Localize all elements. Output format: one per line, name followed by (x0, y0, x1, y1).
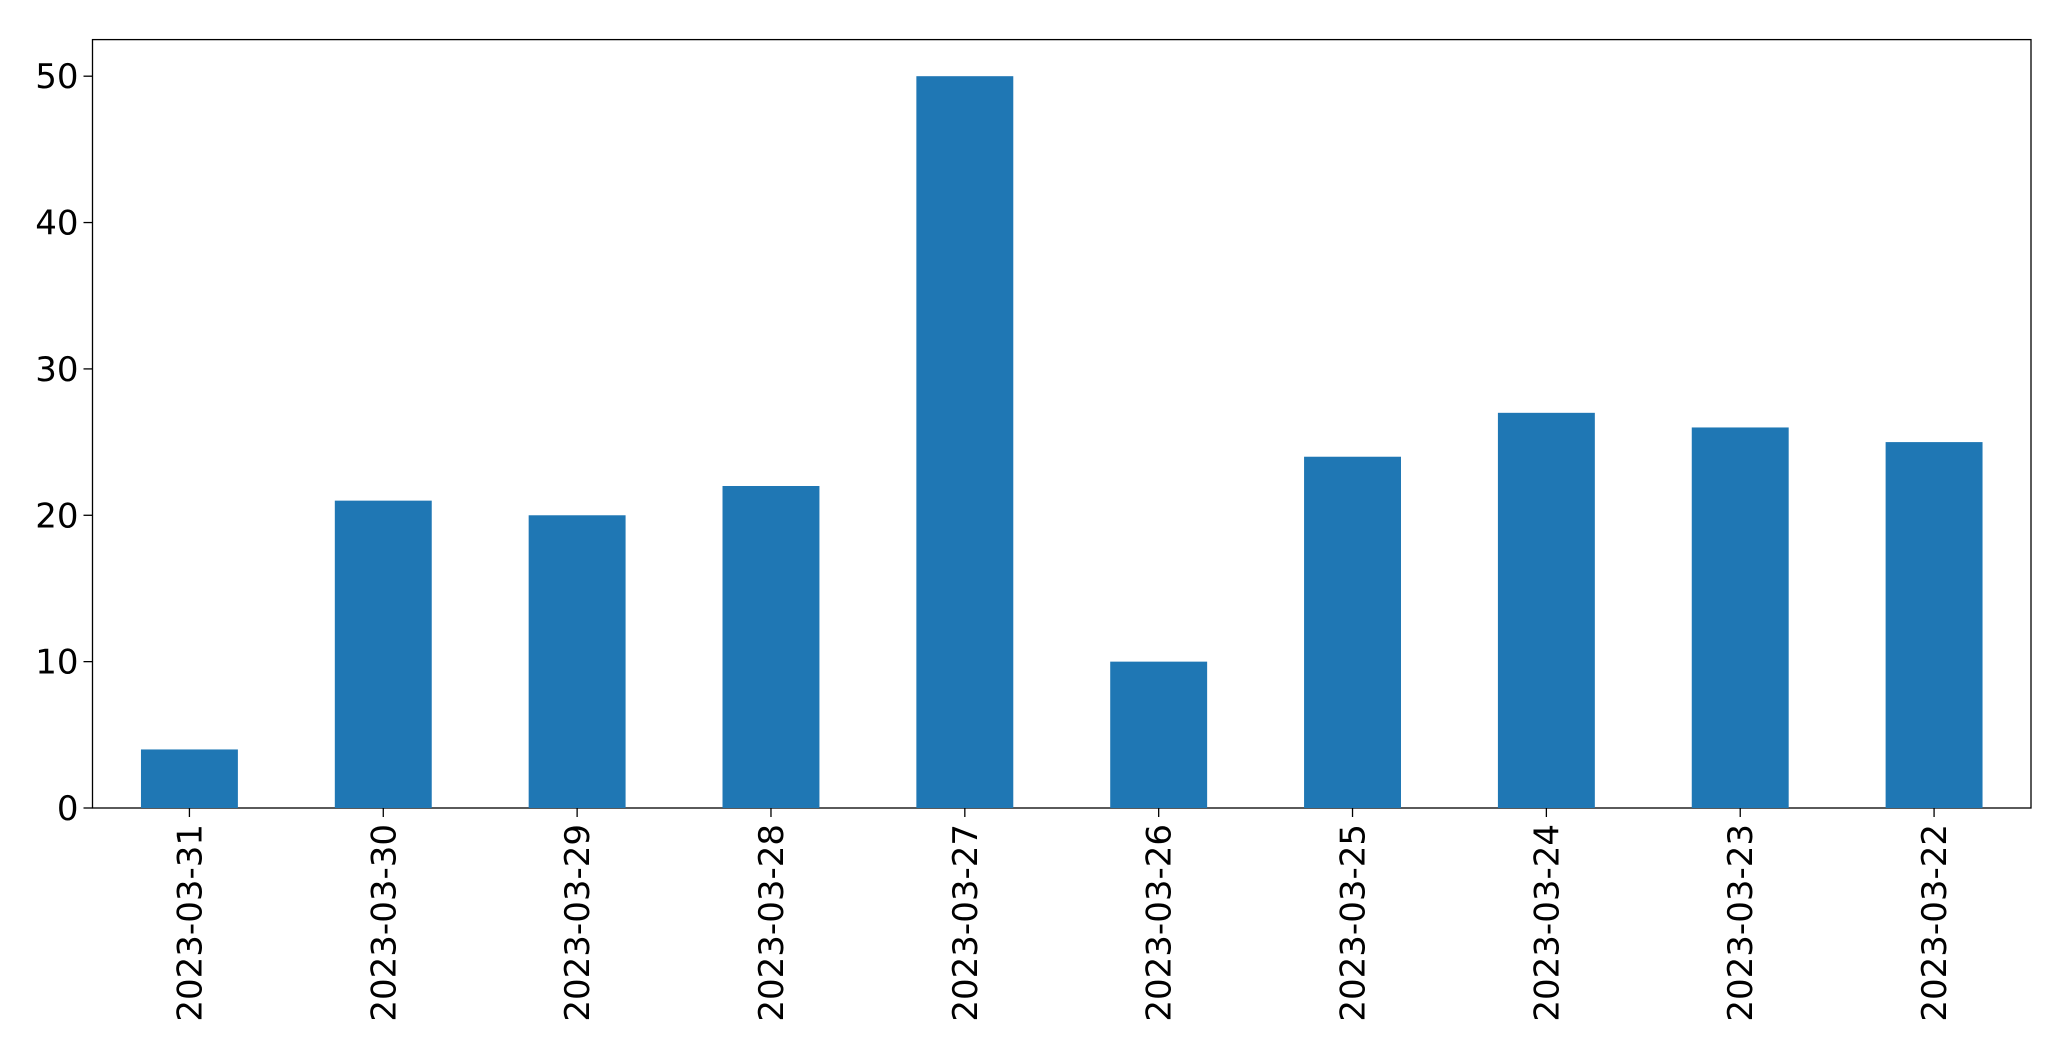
x-tick-label: 2023-03-23 (1721, 824, 1761, 1022)
bar (140, 749, 238, 808)
y-tick-label: 40 (35, 204, 78, 244)
x-tick-label: 2023-03-31 (170, 824, 210, 1022)
bar (334, 500, 432, 808)
plot-frame (91, 38, 2032, 809)
x-tick-label: 2023-03-25 (1334, 824, 1374, 1022)
y-tick-label: 20 (35, 496, 78, 536)
bar (1691, 427, 1789, 808)
bar (722, 486, 820, 808)
y-tick-label: 0 (57, 789, 79, 829)
x-tick-label: 2023-03-26 (1140, 824, 1180, 1022)
y-tick-label: 10 (35, 643, 78, 683)
x-tick-label: 2023-03-29 (558, 824, 598, 1022)
bar (1885, 442, 1983, 808)
y-tick-label: 30 (35, 350, 78, 390)
bar (1304, 456, 1401, 808)
bar (916, 76, 1014, 808)
x-tick-label: 2023-03-28 (752, 824, 792, 1022)
y-tick-label: 50 (35, 57, 78, 97)
x-tick-label: 2023-03-24 (1527, 824, 1567, 1022)
bar (1110, 661, 1208, 808)
bar (1497, 412, 1595, 808)
x-tick-label: 2023-03-22 (1915, 824, 1955, 1022)
bar (528, 515, 626, 808)
x-tick-label: 2023-03-27 (946, 824, 986, 1022)
x-tick-label: 2023-03-30 (364, 824, 404, 1022)
